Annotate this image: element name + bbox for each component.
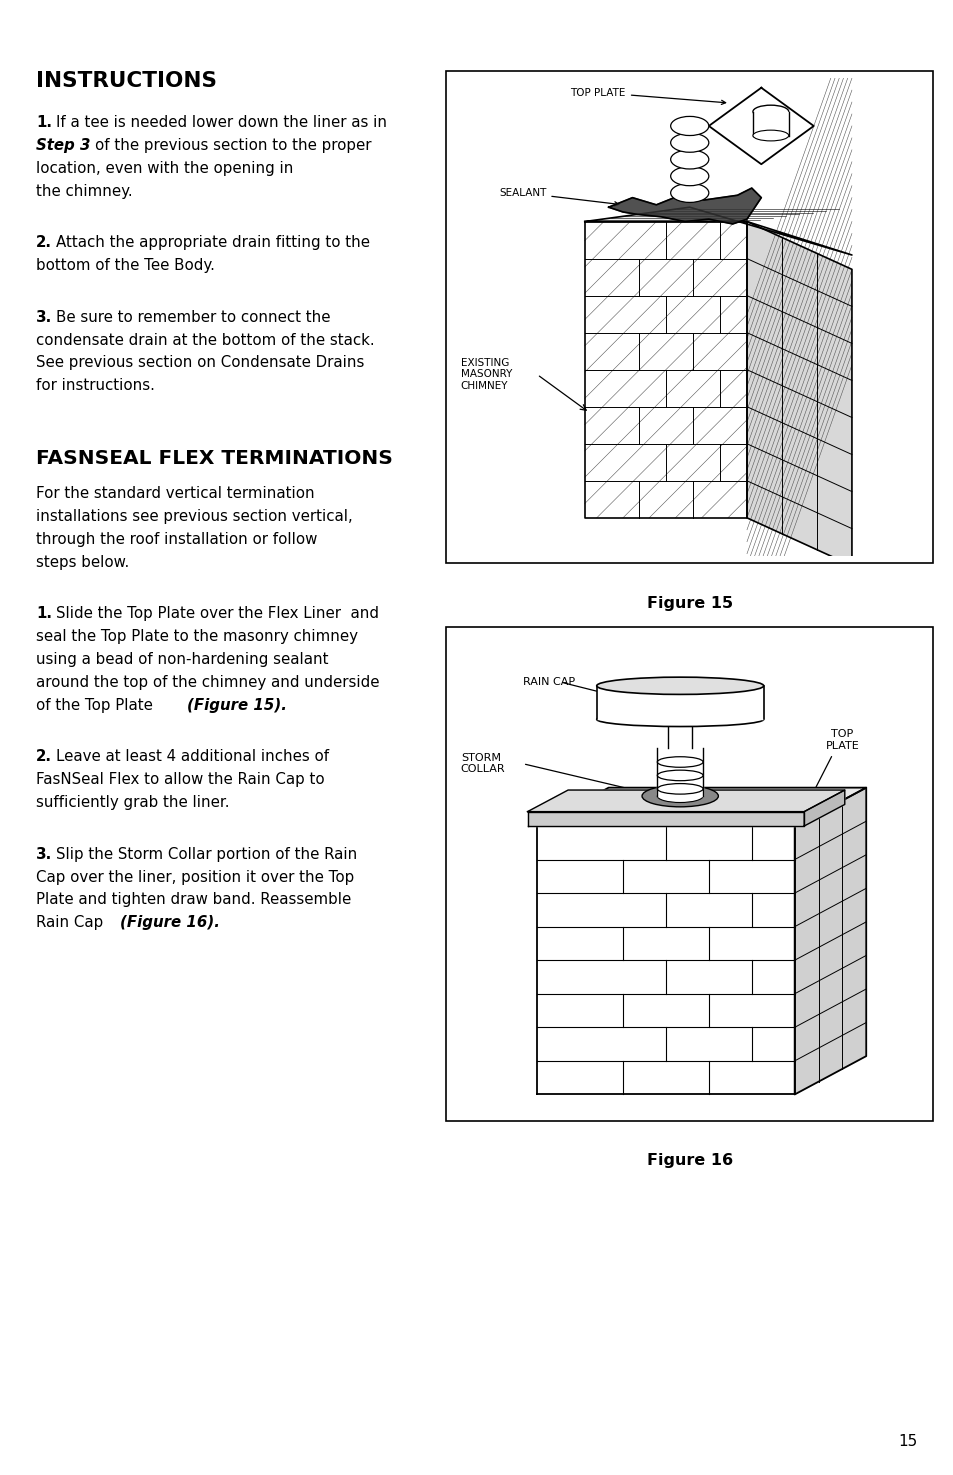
Text: (Figure 15).: (Figure 15). [187, 698, 287, 712]
Text: RAIN CAP: RAIN CAP [522, 677, 575, 687]
Text: 15: 15 [898, 1434, 917, 1448]
Text: STORM
COLLAR: STORM COLLAR [460, 752, 505, 774]
Polygon shape [667, 720, 692, 748]
Polygon shape [597, 686, 762, 720]
Text: Attach the appropriate drain fitting to the: Attach the appropriate drain fitting to … [56, 235, 370, 251]
Text: SEALANT: SEALANT [498, 187, 618, 206]
Text: 1.: 1. [36, 606, 52, 621]
Text: sufficiently grab the liner.: sufficiently grab the liner. [36, 795, 230, 810]
Text: TOP
PLATE: TOP PLATE [824, 729, 859, 751]
Text: for instructions.: for instructions. [36, 378, 155, 394]
Text: condensate drain at the bottom of the stack.: condensate drain at the bottom of the st… [36, 332, 375, 348]
Ellipse shape [597, 677, 763, 695]
Text: Slide the Top Plate over the Flex Liner  and: Slide the Top Plate over the Flex Liner … [56, 606, 379, 621]
Text: location, even with the opening in: location, even with the opening in [36, 161, 294, 176]
Text: FASNSEAL FLEX TERMINATIONS: FASNSEAL FLEX TERMINATIONS [36, 448, 393, 468]
Text: 1.: 1. [36, 115, 52, 130]
Ellipse shape [670, 133, 708, 152]
Text: Cap over the liner, position it over the Top: Cap over the liner, position it over the… [36, 869, 355, 885]
Text: INSTRUCTIONS: INSTRUCTIONS [36, 71, 217, 91]
Text: using a bead of non-hardening sealant: using a bead of non-hardening sealant [36, 652, 329, 667]
Text: seal the Top Plate to the masonry chimney: seal the Top Plate to the masonry chimne… [36, 628, 358, 645]
Text: FasNSeal Flex to allow the Rain Cap to: FasNSeal Flex to allow the Rain Cap to [36, 771, 325, 788]
Bar [446, 627, 932, 1121]
Text: Be sure to remember to connect the: Be sure to remember to connect the [56, 310, 331, 324]
Ellipse shape [670, 183, 708, 202]
Polygon shape [527, 791, 844, 811]
Polygon shape [803, 791, 844, 826]
Polygon shape [527, 811, 803, 826]
Text: EXISTING
MASONRY
CHIMNEY: EXISTING MASONRY CHIMNEY [460, 358, 512, 391]
Polygon shape [794, 788, 865, 1094]
Ellipse shape [670, 150, 708, 170]
Text: Slip the Storm Collar portion of the Rain: Slip the Storm Collar portion of the Rai… [56, 847, 357, 861]
Text: Step 3: Step 3 [36, 139, 91, 153]
Ellipse shape [670, 167, 708, 186]
Text: Figure 15: Figure 15 [646, 596, 732, 611]
Text: See previous section on Condensate Drains: See previous section on Condensate Drain… [36, 355, 364, 370]
Text: For the standard vertical termination: For the standard vertical termination [36, 485, 314, 502]
Polygon shape [752, 112, 788, 136]
Polygon shape [657, 748, 702, 797]
Ellipse shape [752, 105, 788, 118]
Text: Figure 16: Figure 16 [646, 1153, 732, 1168]
Text: of the Top Plate: of the Top Plate [36, 698, 157, 712]
Text: Leave at least 4 additional inches of: Leave at least 4 additional inches of [56, 749, 329, 764]
Text: TOP PLATE: TOP PLATE [570, 87, 725, 105]
Text: of the previous section to the proper: of the previous section to the proper [95, 139, 372, 153]
Polygon shape [584, 207, 851, 255]
Text: 3.: 3. [36, 310, 52, 324]
Text: 2.: 2. [36, 749, 52, 764]
Text: Rain Cap: Rain Cap [36, 914, 108, 931]
Text: the chimney.: the chimney. [36, 183, 132, 199]
Polygon shape [746, 221, 851, 565]
Polygon shape [708, 87, 813, 164]
Ellipse shape [752, 130, 788, 142]
Text: steps below.: steps below. [36, 555, 130, 569]
Ellipse shape [597, 712, 763, 727]
Ellipse shape [641, 785, 718, 807]
Polygon shape [608, 189, 760, 224]
Polygon shape [537, 826, 794, 1094]
Text: If a tee is needed lower down the liner as in: If a tee is needed lower down the liner … [56, 115, 387, 130]
Text: (Figure 16).: (Figure 16). [120, 914, 220, 931]
Text: 3.: 3. [36, 847, 52, 861]
Text: bottom of the Tee Body.: bottom of the Tee Body. [36, 258, 215, 273]
Text: around the top of the chimney and underside: around the top of the chimney and unders… [36, 674, 379, 690]
Ellipse shape [670, 117, 708, 136]
Text: through the roof installation or follow: through the roof installation or follow [36, 531, 317, 547]
Ellipse shape [657, 789, 702, 802]
Polygon shape [584, 221, 746, 518]
Polygon shape [537, 788, 865, 826]
Text: 2.: 2. [36, 235, 52, 251]
Bar [446, 71, 932, 563]
Text: Plate and tighten draw band. Reassemble: Plate and tighten draw band. Reassemble [36, 892, 351, 907]
Text: installations see previous section vertical,: installations see previous section verti… [36, 509, 353, 524]
